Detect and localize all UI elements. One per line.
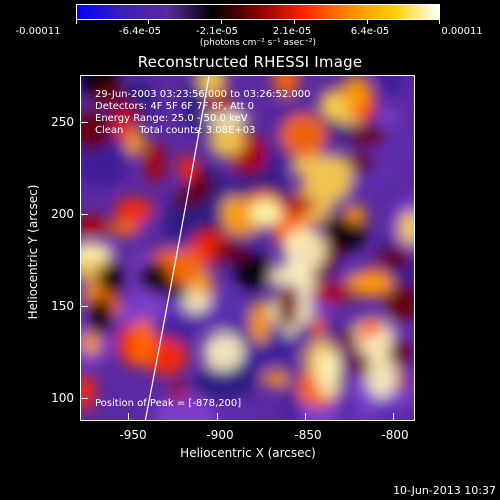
- x-axis-tick: [305, 413, 306, 421]
- warm-blob: [385, 281, 414, 324]
- image-title: Reconstructed RHESSI Image: [137, 53, 363, 71]
- info-energy-range: Energy Range: 25.0 - 50.0 keV: [95, 113, 248, 124]
- x-tick-label: -800: [381, 428, 409, 442]
- warm-blob: [111, 104, 141, 122]
- warm-blob: [377, 246, 414, 269]
- warm-blob: [249, 302, 272, 345]
- y-axis-title: Heliocentric Y (arcsec): [26, 184, 40, 320]
- warm-blob: [346, 270, 394, 297]
- warm-blob: [398, 211, 414, 245]
- warm-blob: [338, 328, 357, 352]
- colorbar-tick: [439, 20, 440, 24]
- peak-blob: [250, 199, 282, 227]
- intensity-map: [81, 76, 414, 420]
- warm-blob: [108, 220, 141, 237]
- colorbar-units: (photons cm⁻² s⁻¹ asec⁻²): [199, 38, 317, 48]
- colorbar-tick: [367, 20, 368, 24]
- warm-blob: [212, 242, 250, 262]
- colorbar-tick: [148, 20, 149, 24]
- warm-blob: [144, 142, 166, 183]
- colorbar-label: -2.1e-05: [196, 26, 238, 37]
- warm-blob: [309, 317, 327, 338]
- x-axis-tick: [128, 413, 129, 421]
- info-detectors: Detectors: 4F 5F 6F 7F 8F, Att 0: [95, 101, 255, 112]
- warm-blob: [81, 331, 101, 356]
- warm-blob: [282, 227, 327, 273]
- warm-blob: [316, 350, 341, 398]
- warm-blob: [361, 333, 390, 362]
- warm-blob: [81, 215, 108, 236]
- warm-blob: [125, 129, 145, 156]
- warm-blob: [293, 153, 332, 180]
- colorbar-label: -6.4e-05: [119, 26, 161, 37]
- warm-blob: [343, 205, 367, 224]
- colorbar-gradient: [76, 4, 440, 20]
- y-axis-tick: [80, 306, 88, 307]
- warm-blob: [129, 318, 157, 367]
- warm-blob: [349, 126, 388, 148]
- info-time-range: 29-Jun-2003 03:23:56.000 to 03:26:52.000: [95, 89, 311, 100]
- colorbar-tick: [76, 20, 77, 24]
- warm-blob: [202, 332, 244, 372]
- y-tick-label: 150: [51, 299, 74, 313]
- x-tick-label: -900: [206, 428, 234, 442]
- warm-blob: [262, 370, 289, 388]
- solar-limb-line: [144, 76, 210, 420]
- colorbar-label: 0.00011: [441, 26, 483, 37]
- warm-blob: [85, 296, 114, 336]
- y-tick-label: 200: [51, 207, 74, 221]
- x-tick-label: -950: [119, 428, 147, 442]
- warm-blob: [310, 281, 355, 304]
- colorbar-tick: [221, 20, 222, 24]
- x-tick-label: -850: [294, 428, 322, 442]
- cold-blob: [194, 365, 239, 401]
- colorbar: -0.00011 -6.4e-05 -2.1e-05 2.1e-05 6.4e-…: [0, 0, 500, 60]
- colorbar-label: 2.1e-05: [272, 26, 312, 37]
- colorbar-tick: [294, 20, 295, 24]
- warm-blob: [280, 113, 327, 158]
- timestamp: 10-Jun-2013 10:37: [393, 484, 496, 497]
- warm-blob: [169, 383, 187, 403]
- warm-blob: [94, 84, 128, 105]
- warm-blob: [273, 76, 299, 98]
- warm-blob: [190, 272, 214, 297]
- image-plot: 29-Jun-2003 03:23:56.000 to 03:26:52.000…: [80, 75, 415, 421]
- warm-blob: [234, 252, 273, 291]
- y-axis-tick: [80, 214, 88, 215]
- warm-blob: [114, 197, 154, 223]
- info-clean-counts: Clean Total counts: 3.08E+03: [95, 125, 256, 136]
- warm-blob: [178, 154, 197, 183]
- y-tick-label: 100: [51, 391, 74, 405]
- warm-blob: [366, 355, 398, 399]
- x-axis-tick: [393, 413, 394, 421]
- x-axis-tick: [217, 413, 218, 421]
- cold-blob: [153, 393, 218, 420]
- warm-blob: [197, 76, 226, 95]
- warm-blob: [97, 262, 127, 294]
- y-tick-label: 250: [51, 115, 74, 129]
- x-axis-title: Heliocentric X (arcsec): [180, 446, 316, 460]
- colorbar-label: -0.00011: [15, 26, 61, 37]
- warm-blob: [81, 110, 113, 152]
- warm-blob: [280, 196, 317, 214]
- warm-blob: [137, 261, 172, 292]
- warm-blob: [209, 122, 246, 157]
- intensity-blobs: [81, 76, 414, 420]
- y-axis-tick: [80, 398, 88, 399]
- warm-blob: [340, 76, 371, 110]
- y-axis-tick: [80, 122, 88, 123]
- warm-blob: [81, 243, 116, 260]
- warm-blob: [349, 153, 376, 174]
- cold-blob: [376, 76, 403, 96]
- warm-blob: [157, 283, 189, 300]
- warm-blob: [277, 283, 299, 328]
- warm-blob: [319, 89, 345, 119]
- warm-blob: [81, 373, 97, 411]
- colorbar-label: 6.4e-05: [350, 26, 390, 37]
- cold-blob: [230, 400, 254, 420]
- warm-blob: [173, 192, 196, 209]
- peak-position-label: Position of Peak = [-878,200]: [95, 398, 242, 409]
